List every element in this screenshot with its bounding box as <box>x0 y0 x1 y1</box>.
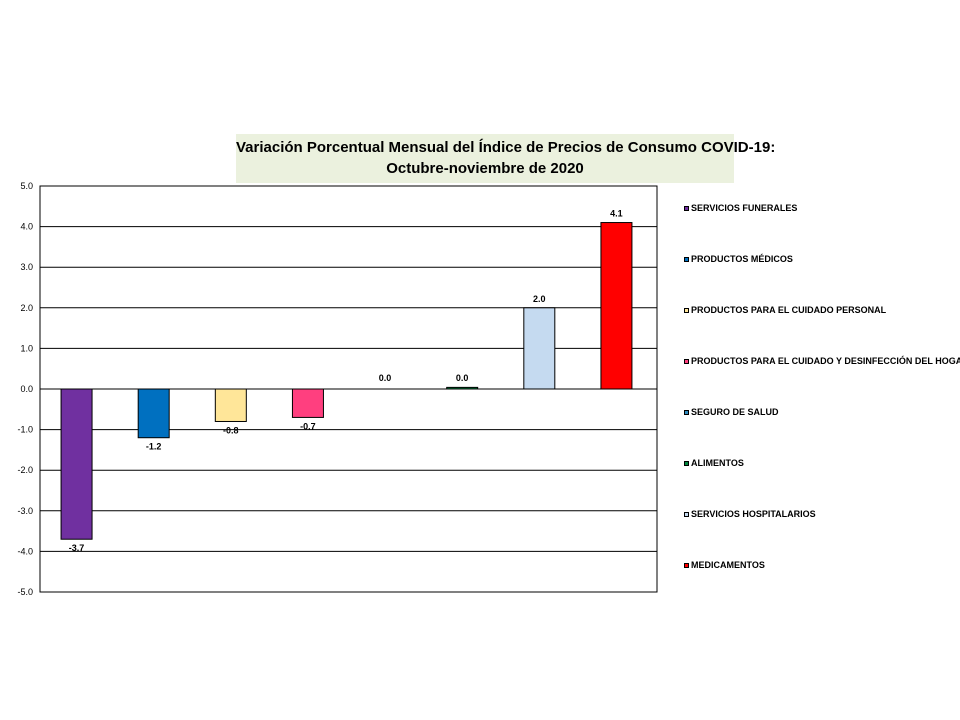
data-label: 4.1 <box>610 209 623 219</box>
legend-label: SERVICIOS HOSPITALARIOS <box>691 509 816 519</box>
legend-swatch <box>684 511 689 517</box>
legend-label: PRODUCTOS MÉDICOS <box>691 254 793 264</box>
legend-label: SEGURO DE SALUD <box>691 407 779 417</box>
legend-swatch <box>684 409 689 415</box>
legend-item: PRODUCTOS PARA EL CUIDADO Y DESINFECCIÓN… <box>684 353 960 369</box>
data-label: -0.7 <box>300 421 316 431</box>
chart-subtitle: Octubre-noviembre de 2020 <box>386 160 584 177</box>
y-tick-label: 1.0 <box>20 343 33 353</box>
plot-area-border <box>39 185 658 593</box>
legend-item: ALIMENTOS <box>684 455 744 471</box>
y-tick-label: -4.0 <box>17 546 33 556</box>
legend-item: MEDICAMENTOS <box>684 557 765 573</box>
legend-label: PRODUCTOS PARA EL CUIDADO Y DESINFECCIÓN… <box>691 356 960 366</box>
y-tick-label: -1.0 <box>17 425 33 435</box>
legend-swatch <box>684 256 689 262</box>
y-tick-label: 0.0 <box>20 384 33 394</box>
data-label: -3.7 <box>69 543 85 553</box>
bar <box>600 222 633 390</box>
y-tick-label: -5.0 <box>17 587 33 597</box>
legend-item: SERVICIOS HOSPITALARIOS <box>684 506 816 522</box>
y-tick-label: -3.0 <box>17 506 33 516</box>
y-tick-label: -2.0 <box>17 465 33 475</box>
legend-item: SERVICIOS FUNERALES <box>684 200 797 216</box>
legend-swatch <box>684 460 689 466</box>
legend-swatch <box>684 205 689 211</box>
legend-label: PRODUCTOS PARA EL CUIDADO PERSONAL <box>691 305 887 315</box>
y-tick-label: 5.0 <box>20 181 33 191</box>
bar <box>523 307 556 390</box>
data-label: 0.0 <box>379 373 392 383</box>
chart-title-box: Variación Porcentual Mensual del Índice … <box>236 134 776 183</box>
data-label: 2.0 <box>533 294 546 304</box>
bar <box>214 388 247 422</box>
chart-title: Variación Porcentual Mensual del Índice … <box>236 139 776 156</box>
legend-swatch <box>684 562 689 568</box>
legend-swatch <box>684 307 689 313</box>
legend-item: PRODUCTOS MÉDICOS <box>684 251 793 267</box>
y-tick-label: 2.0 <box>20 303 33 313</box>
legend-label: MEDICAMENTOS <box>691 560 765 570</box>
bar <box>137 388 170 439</box>
data-label: -1.2 <box>146 442 162 452</box>
bar <box>60 388 93 540</box>
data-label: -0.8 <box>223 425 239 435</box>
bar <box>291 388 324 418</box>
legend-swatch <box>684 358 689 364</box>
legend-label: ALIMENTOS <box>691 458 744 468</box>
legend-item: SEGURO DE SALUD <box>684 404 779 420</box>
legend-item: PRODUCTOS PARA EL CUIDADO PERSONAL <box>684 302 886 318</box>
y-tick-label: 4.0 <box>20 222 33 232</box>
bar <box>446 386 479 390</box>
legend-label: SERVICIOS FUNERALES <box>691 203 798 213</box>
y-tick-label: 3.0 <box>20 262 33 272</box>
data-label: 0.0 <box>456 373 469 383</box>
